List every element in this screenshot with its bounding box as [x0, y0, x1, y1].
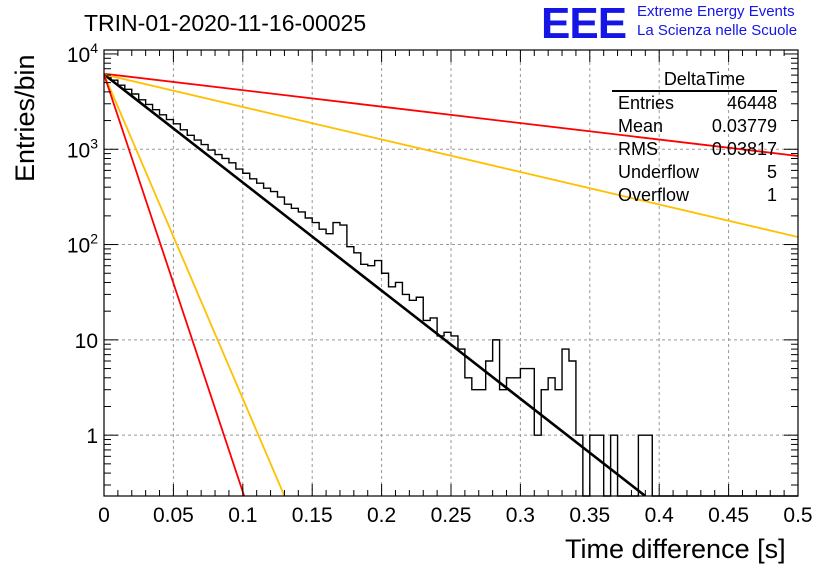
fit-line: [104, 74, 286, 496]
grid-lines: [104, 50, 798, 496]
stats-value: 1: [766, 185, 777, 205]
x-tick-label: 0.1: [228, 504, 257, 527]
stats-row: RMS 0.03817: [612, 138, 777, 161]
stats-label: Entries: [618, 93, 675, 113]
y-tick-label: 10: [75, 330, 98, 353]
y-axis-label: Entries/bin: [10, 54, 40, 182]
x-tick-label: 0.35: [569, 504, 610, 527]
chart-title: TRIN-01-2020-11-16-00025: [84, 10, 367, 36]
logo-subtitle: Extreme Energy Events La Scienza nelle S…: [637, 2, 797, 40]
y-tick-label: 103: [67, 135, 98, 162]
x-tick-label: 0.25: [431, 504, 472, 527]
x-tick-label: 0.45: [708, 504, 749, 527]
stats-row: Mean 0.03779: [612, 115, 777, 138]
x-tick-label: 0.4: [645, 504, 675, 527]
stats-value: 46448: [726, 93, 777, 113]
x-tick-label: 0: [98, 504, 110, 527]
y-tick-label: 104: [67, 40, 98, 67]
stats-label: Mean: [618, 116, 664, 136]
fit-line: [104, 72, 798, 157]
y-tick-label: 1: [86, 425, 98, 448]
stats-row: Underflow 5: [612, 161, 777, 184]
logo-line-1: Extreme Energy Events: [637, 3, 795, 20]
histogram-outline: [104, 74, 798, 497]
stats-label: RMS: [618, 139, 658, 159]
stats-label: Overflow: [618, 185, 690, 205]
axes-layer: 0 0.05 0.1 0.15 0.2 0.25 0.3 0.35 0.4 0.45 0.5 1 10 1…: [67, 40, 813, 527]
fit-line: [104, 73, 798, 238]
histogram-layer: [104, 74, 798, 497]
stats-row: Entries 46448: [612, 92, 777, 115]
fit-line: [104, 73, 647, 496]
stats-box: DeltaTime Entries 46448 Mean 0.03779 RMS 0.…: [612, 68, 777, 207]
x-axis-label: Time difference [s]: [565, 534, 786, 564]
stats-value: 0.03817: [711, 139, 777, 159]
stats-title: DeltaTime: [612, 68, 777, 92]
y-tick-label: 102: [67, 231, 98, 258]
x-tick-label: 0.05: [153, 504, 194, 527]
stats-value: 5: [766, 162, 777, 182]
stats-value: 0.03779: [711, 116, 777, 136]
x-tick-label: 0.5: [783, 504, 812, 527]
stats-row: Overflow 1: [612, 184, 777, 207]
fit-lines-layer: [104, 72, 798, 496]
x-tick-label: 0.3: [506, 504, 535, 527]
stats-label: Underflow: [618, 162, 700, 182]
eee-logo: EEE: [541, 0, 627, 48]
fit-line: [104, 74, 246, 496]
logo-line-2: La Scienza nelle Scuole: [637, 22, 798, 39]
x-tick-label: 0.15: [292, 504, 333, 527]
x-tick-label: 0.2: [367, 504, 396, 527]
